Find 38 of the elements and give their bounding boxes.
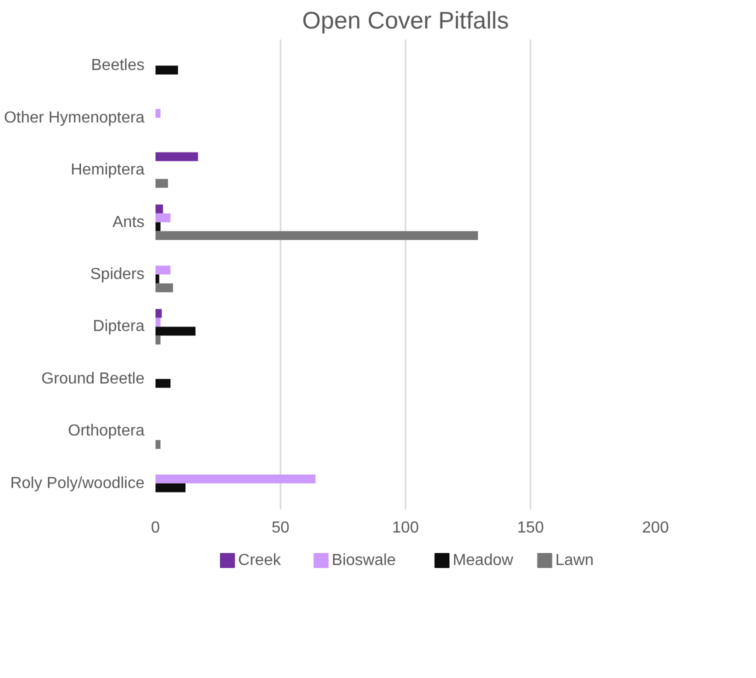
legend-label: Creek	[238, 552, 282, 569]
bar	[156, 266, 170, 274]
bar	[156, 308, 162, 318]
y-tick-label: Ground Beetle	[41, 370, 145, 388]
bar	[156, 274, 160, 284]
bar	[156, 213, 170, 222]
chart-title: Open Cover Pitfalls	[302, 8, 509, 34]
bar	[156, 483, 186, 492]
bar	[156, 440, 160, 449]
y-tick-label: Hemiptera	[70, 162, 145, 179]
bar	[156, 283, 173, 292]
bar	[156, 152, 198, 162]
x-tick-label: 150	[517, 520, 544, 536]
x-tick-label: 100	[392, 520, 419, 536]
y-tick-label: Other Hymenoptera	[4, 109, 145, 126]
bar	[156, 231, 478, 240]
bar	[156, 474, 316, 484]
y-tick-label: Beetles	[91, 57, 145, 74]
x-tick-label: 50	[272, 520, 290, 536]
legend-label: Meadow	[452, 552, 514, 569]
bar	[156, 318, 160, 327]
y-tick-label: Orthoptera	[68, 422, 145, 440]
bar	[156, 178, 168, 188]
bar	[156, 326, 196, 336]
bar	[156, 378, 170, 388]
bar	[156, 222, 160, 232]
bar	[156, 66, 178, 74]
bar	[156, 108, 160, 118]
legend-label: Bioswale	[332, 552, 396, 569]
legend-label: Lawn	[555, 552, 594, 569]
y-tick-label: Roly Poly/woodlice	[10, 474, 145, 492]
y-tick-label: Ants	[112, 214, 144, 231]
y-tick-label: Spiders	[90, 266, 144, 283]
x-tick-label: 200	[642, 520, 669, 536]
bar	[156, 336, 160, 344]
x-tick-label: 0	[151, 520, 160, 536]
bar	[156, 204, 163, 214]
y-tick-label: Diptera	[92, 318, 145, 336]
